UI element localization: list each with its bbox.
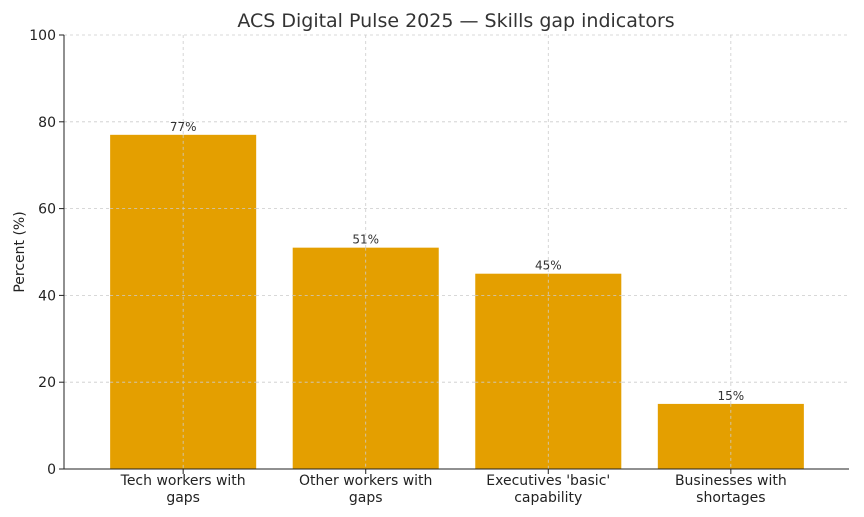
bar-value-label: 51% xyxy=(352,233,379,247)
bar-value-label: 15% xyxy=(718,389,745,403)
labels: 0 20 40 60 80 100 Tech workers with gaps Other w… xyxy=(29,28,786,506)
bars xyxy=(110,134,804,469)
axes xyxy=(59,34,849,474)
bar-value-label: 77% xyxy=(170,120,197,134)
y-tick-label: 60 xyxy=(38,202,56,218)
y-tick-label: 80 xyxy=(38,115,56,131)
y-axis-title: Percent (%) xyxy=(12,211,28,292)
y-tick-label: 0 xyxy=(47,462,56,478)
y-tick-label: 40 xyxy=(38,288,56,304)
y-tick-label: 100 xyxy=(29,28,56,44)
x-tick-label: Businesses with shortages xyxy=(675,473,787,506)
x-tick-label: Executives 'basic' capability xyxy=(486,473,610,506)
chart-title: ACS Digital Pulse 2025 — Skills gap indi… xyxy=(237,10,674,32)
x-tick-label: Other workers with gaps xyxy=(299,473,432,506)
bar-value-label: 45% xyxy=(535,259,562,273)
x-tick-label: Tech workers with gaps xyxy=(120,473,246,506)
y-tick-label: 20 xyxy=(38,375,56,391)
